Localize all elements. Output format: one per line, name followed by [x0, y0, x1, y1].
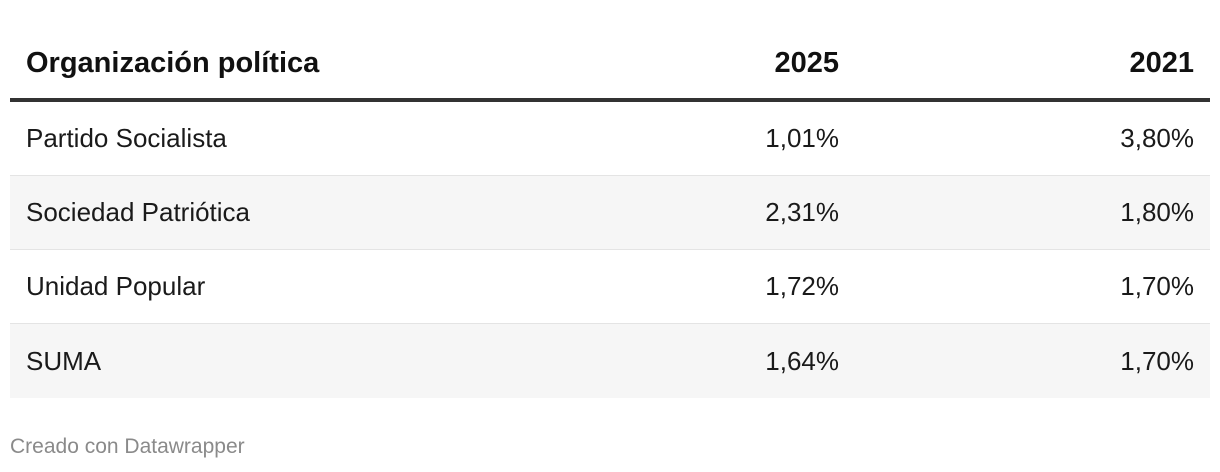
column-header-2025: 2025 [774, 46, 839, 79]
row-name: Unidad Popular [26, 271, 206, 301]
row-value-2025: 1,01% [765, 123, 839, 153]
row-name: Sociedad Patriótica [26, 197, 251, 227]
table-row: Unidad Popular 1,72% 1,70% [10, 250, 1210, 324]
row-value-2021: 3,80% [1120, 123, 1194, 153]
row-value-2021: 1,70% [1120, 345, 1194, 376]
table-header: Organización política 2025 2021 [10, 28, 1210, 102]
row-value-2025: 1,72% [765, 271, 839, 301]
row-name: Partido Socialista [26, 123, 227, 153]
column-header-2021: 2021 [1129, 46, 1194, 79]
table-row: Partido Socialista 1,01% 3,80% [10, 102, 1210, 176]
row-value-2025: 1,64% [765, 345, 839, 376]
row-name: SUMA [26, 345, 102, 376]
table-row: Sociedad Patriótica 2,31% 1,80% [10, 176, 1210, 250]
column-header-organization: Organización política [26, 46, 320, 79]
data-table: Organización política 2025 2021 Partido … [10, 28, 1210, 398]
row-value-2021: 1,70% [1120, 271, 1194, 301]
row-value-2025: 2,31% [765, 197, 839, 227]
footer-credit: Creado con Datawrapper [10, 435, 245, 458]
table-row: SUMA 1,64% 1,70% [10, 324, 1210, 398]
row-value-2021: 1,80% [1120, 197, 1194, 227]
